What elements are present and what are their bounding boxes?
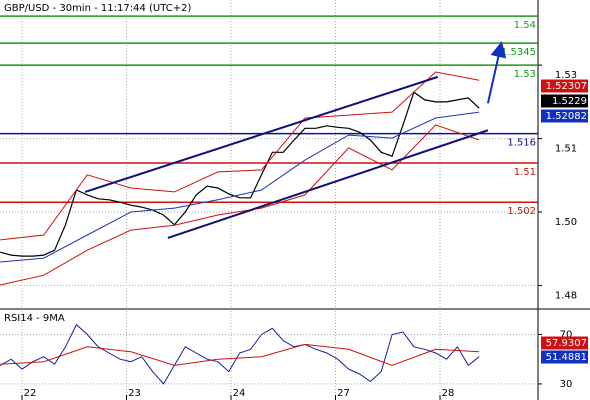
- level-label: 1.516: [507, 138, 536, 149]
- level-label: 1.53: [514, 69, 536, 80]
- y-tick-label: 1.53: [555, 70, 577, 81]
- x-tick-label: 22: [24, 388, 37, 399]
- trend-line: [84, 75, 439, 193]
- series-line: [0, 91, 480, 257]
- x-tick-label: 28: [442, 388, 455, 399]
- price-tag: [541, 79, 588, 93]
- price-tag: [541, 94, 588, 108]
- y-tick-label: 30: [560, 379, 573, 390]
- price-tag-label: 51.4881: [546, 352, 587, 363]
- y-tick-label: 1.51: [555, 144, 577, 155]
- x-tick-label: 27: [337, 388, 350, 399]
- series-line: [0, 71, 480, 241]
- y-tick-label: 70: [560, 329, 573, 340]
- y-tick-label: 1.50: [555, 217, 577, 228]
- level-label: 1.54: [514, 20, 536, 31]
- y-tick-label: 1.48: [555, 290, 577, 301]
- price-tag: [541, 350, 588, 364]
- series-line: [0, 124, 480, 286]
- trend-line: [167, 129, 489, 239]
- level-label: 1.502: [507, 206, 536, 217]
- series-line: [0, 323, 480, 385]
- x-tick-label: 24: [233, 388, 246, 399]
- price-tag: [541, 336, 588, 350]
- level-label: 1.5345: [501, 47, 536, 58]
- price-tag-label: 1.52082: [546, 111, 587, 122]
- title-bg: [2, 1, 192, 14]
- chart-title: GBP/USD - 30min - 11:17:44 (UTC+2): [4, 3, 191, 14]
- trend-arrow: [486, 41, 507, 104]
- series-line: [0, 343, 480, 366]
- price-tag-label: 1.5229: [552, 96, 587, 107]
- series-line: [0, 111, 480, 263]
- rsi-title: RSI14 - 9MA: [4, 313, 65, 324]
- price-tag: [541, 109, 588, 123]
- level-label: 1.51: [514, 167, 536, 178]
- price-tag-label: 57.9307: [546, 338, 587, 349]
- price-tag-label: 1.52307: [546, 81, 587, 92]
- x-tick-label: 23: [128, 388, 141, 399]
